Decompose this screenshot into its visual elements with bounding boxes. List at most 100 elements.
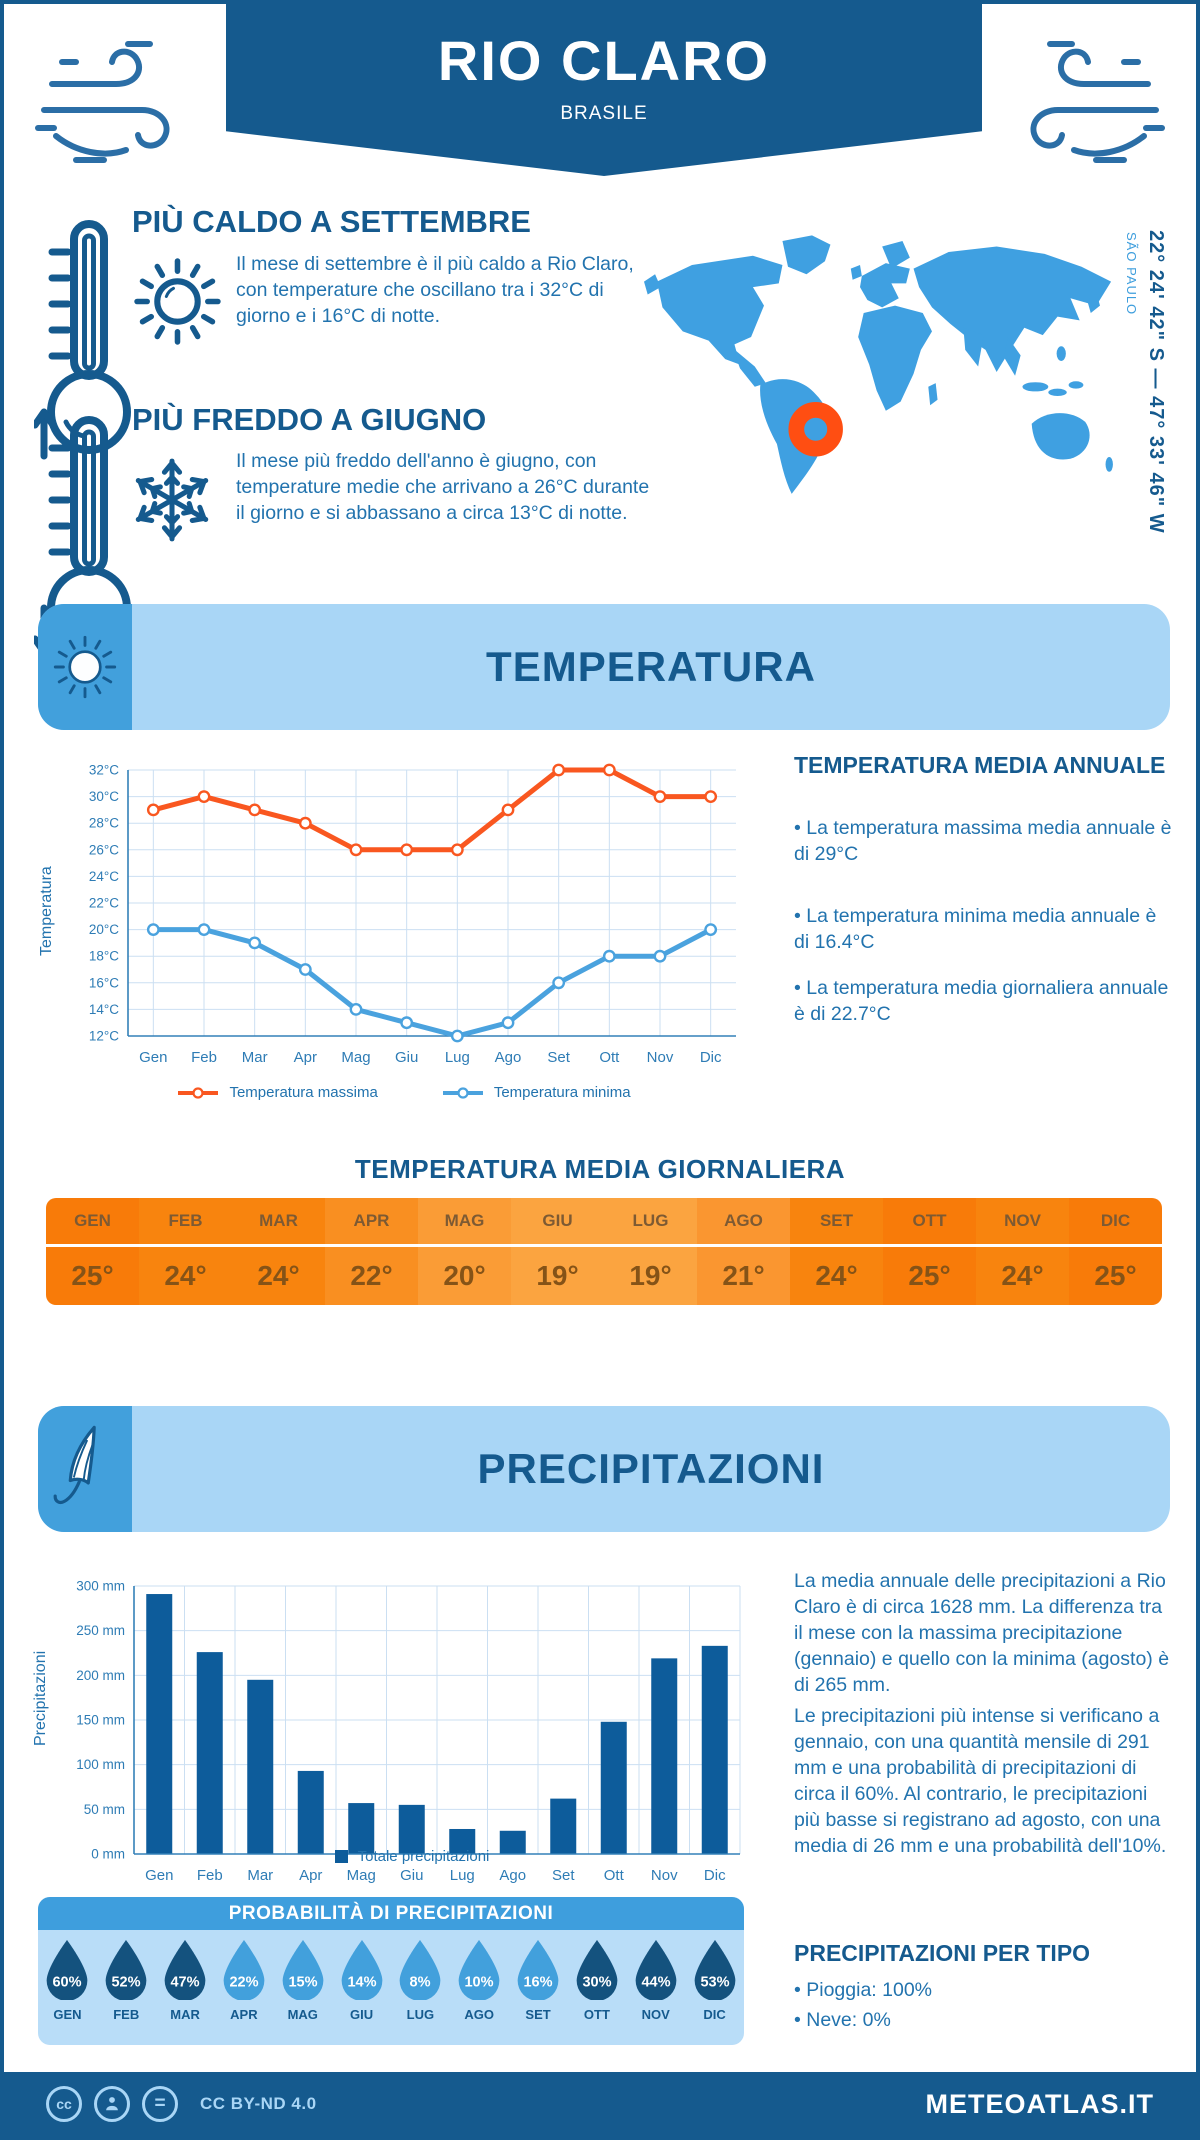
daily-months-row: GEN FEB MAR APR MAG GIU LUG AGO SET OTT NOV DIC: [46, 1198, 1162, 1247]
svg-text:Gen: Gen: [139, 1049, 167, 1066]
svg-text:Set: Set: [547, 1049, 570, 1066]
svg-text:14°C: 14°C: [89, 1002, 119, 1017]
svg-text:12°C: 12°C: [89, 1029, 119, 1044]
svg-text:20°C: 20°C: [89, 922, 119, 937]
svg-text:8%: 8%: [410, 1974, 431, 1990]
temperature-y-axis-label: Temperatura: [38, 866, 55, 956]
precipitation-legend: Totale precipitazioni: [68, 1848, 756, 1865]
precipitation-band-icon-area: [38, 1406, 132, 1532]
svg-text:47%: 47%: [171, 1974, 200, 1990]
precipitation-type-rain: • Pioggia: 100%: [794, 1979, 933, 2001]
annual-temperature-bullet-1: • La temperatura massima media annuale è…: [794, 817, 1172, 865]
legend-label: Totale precipitazioni: [357, 1848, 490, 1865]
probability-drop-cell: 15% MAG: [273, 1938, 332, 2022]
probability-month-label: AGO: [464, 2007, 495, 2022]
svg-text:22°C: 22°C: [89, 896, 119, 911]
svg-text:10%: 10%: [465, 1974, 494, 1990]
daily-table-value: 19°: [604, 1247, 697, 1305]
legend-label: Temperatura massima: [229, 1084, 378, 1101]
probability-month-label: FEB: [113, 2007, 140, 2022]
probability-panel-title: PROBABILITÀ DI PRECIPITAZIONI: [38, 1897, 744, 1930]
probability-drop-cell: 8% LUG: [391, 1938, 450, 2022]
cc-icon: cc: [46, 2086, 82, 2122]
svg-text:250 mm: 250 mm: [76, 1623, 125, 1638]
svg-text:Ott: Ott: [604, 1867, 625, 1884]
svg-text:44%: 44%: [641, 1974, 670, 1990]
precipitation-chart: 0 mm 50 mm 100 mm 150 mm 200 mm 250 mm 300 mm G…: [76, 1579, 741, 1884]
raindrop-icon: 14%: [341, 1939, 382, 2001]
raindrop-icon: 52%: [105, 1939, 147, 2001]
svg-text:Mar: Mar: [242, 1049, 268, 1066]
legend-item: Temperatura minima: [442, 1084, 631, 1101]
svg-text:16°C: 16°C: [89, 975, 119, 990]
snowflake-icon: [135, 458, 209, 542]
daily-values-row: 25° 24° 24° 22° 20° 19° 19° 21° 24° 25° 24° 25°: [46, 1247, 1162, 1305]
coldest-text: Il mese più freddo dell'anno è giugno, c…: [236, 450, 650, 524]
svg-text:30°C: 30°C: [89, 789, 119, 804]
svg-text:28°C: 28°C: [89, 816, 119, 831]
daily-table-month: LUG: [604, 1198, 697, 1247]
svg-text:Feb: Feb: [197, 1867, 223, 1884]
raindrop-icon: 8%: [400, 1939, 441, 2001]
precipitation-type-heading: PRECIPITAZIONI PER TIPO: [794, 1940, 1091, 1966]
precipitation-y-axis-label: Precipitazioni: [32, 1650, 49, 1746]
svg-text:150 mm: 150 mm: [76, 1713, 125, 1728]
daily-table-month: SET: [790, 1198, 883, 1247]
probability-month-label: MAG: [287, 2007, 318, 2022]
daily-table-month: GIU: [511, 1198, 604, 1247]
location-marker: [788, 402, 843, 457]
probability-drop-cell: 60% GEN: [38, 1938, 97, 2022]
region-label: SÃO PAULO: [1124, 232, 1139, 316]
annual-temperature-heading: TEMPERATURA MEDIA ANNUALE: [794, 752, 1166, 778]
license-label: CC BY-ND 4.0: [200, 2094, 317, 2113]
svg-text:Ago: Ago: [499, 1867, 526, 1884]
temperature-band-icon-area: [38, 604, 132, 730]
probability-month-label: DIC: [703, 2007, 726, 2022]
svg-text:Lug: Lug: [450, 1867, 475, 1884]
daily-table-value: 25°: [46, 1247, 139, 1305]
sun-icon: [134, 258, 221, 345]
daily-table-month: NOV: [976, 1198, 1069, 1247]
temperature-band: TEMPERATURA: [38, 604, 1170, 730]
coldest-heading: PIÙ FREDDO A GIUGNO: [132, 402, 487, 437]
page-title: RIO CLARO: [437, 29, 771, 92]
raindrop-icon: 16%: [517, 1939, 559, 2001]
probability-month-label: SET: [525, 2007, 551, 2022]
daily-table-month: FEB: [139, 1198, 232, 1247]
daily-table-month: OTT: [883, 1198, 976, 1247]
page-subtitle: BRASILE: [560, 103, 648, 124]
svg-text:Set: Set: [552, 1867, 575, 1884]
probability-month-label: GEN: [53, 2007, 82, 2022]
raindrop-icon: 30%: [576, 1939, 618, 2001]
daily-table-value: 25°: [1069, 1247, 1162, 1305]
temperature-chart: 12°C 14°C 16°C 18°C 20°C 22°C 24°C 26°C 28°C 30°C…: [89, 763, 736, 1066]
wind-icon: [1030, 41, 1165, 163]
world-map: [644, 235, 1113, 494]
coordinates-label: 22° 24' 42" S — 47° 33' 46" W: [1145, 230, 1167, 534]
probability-month-label: LUG: [406, 2007, 435, 2022]
svg-text:Lug: Lug: [445, 1049, 470, 1066]
probability-drop-cell: 53% DIC: [685, 1938, 744, 2022]
temperature-legend: Temperatura massima Temperatura minima: [124, 1084, 684, 1101]
raindrop-icon: 53%: [694, 1939, 735, 2001]
footer: cc = CC BY-ND 4.0 METEOATLAS.IT: [4, 2072, 1196, 2136]
daily-table-value: 22°: [325, 1247, 418, 1305]
svg-text:Giu: Giu: [395, 1049, 418, 1066]
precipitation-type-snow: • Neve: 0%: [794, 2009, 891, 2031]
probability-drop-cell: 10% AGO: [450, 1938, 509, 2022]
svg-text:32°C: 32°C: [89, 763, 119, 778]
probability-drops: 60% GEN 52% FEB 47% MAR 22% APR 15% MAG …: [38, 1930, 744, 2022]
svg-text:0 mm: 0 mm: [91, 1847, 125, 1862]
daily-table-value: 19°: [511, 1247, 604, 1305]
svg-text:Apr: Apr: [294, 1049, 317, 1066]
svg-text:Mag: Mag: [347, 1867, 376, 1884]
hottest-text: Il mese di settembre è il più caldo a Ri…: [236, 253, 634, 327]
svg-text:Giu: Giu: [400, 1867, 423, 1884]
daily-table-month: AGO: [697, 1198, 790, 1247]
daily-table-value: 24°: [976, 1247, 1069, 1305]
probability-drop-cell: 14% GIU: [332, 1938, 391, 2022]
daily-table-month: APR: [325, 1198, 418, 1247]
probability-month-label: MAR: [170, 2007, 200, 2022]
svg-text:Feb: Feb: [191, 1049, 217, 1066]
